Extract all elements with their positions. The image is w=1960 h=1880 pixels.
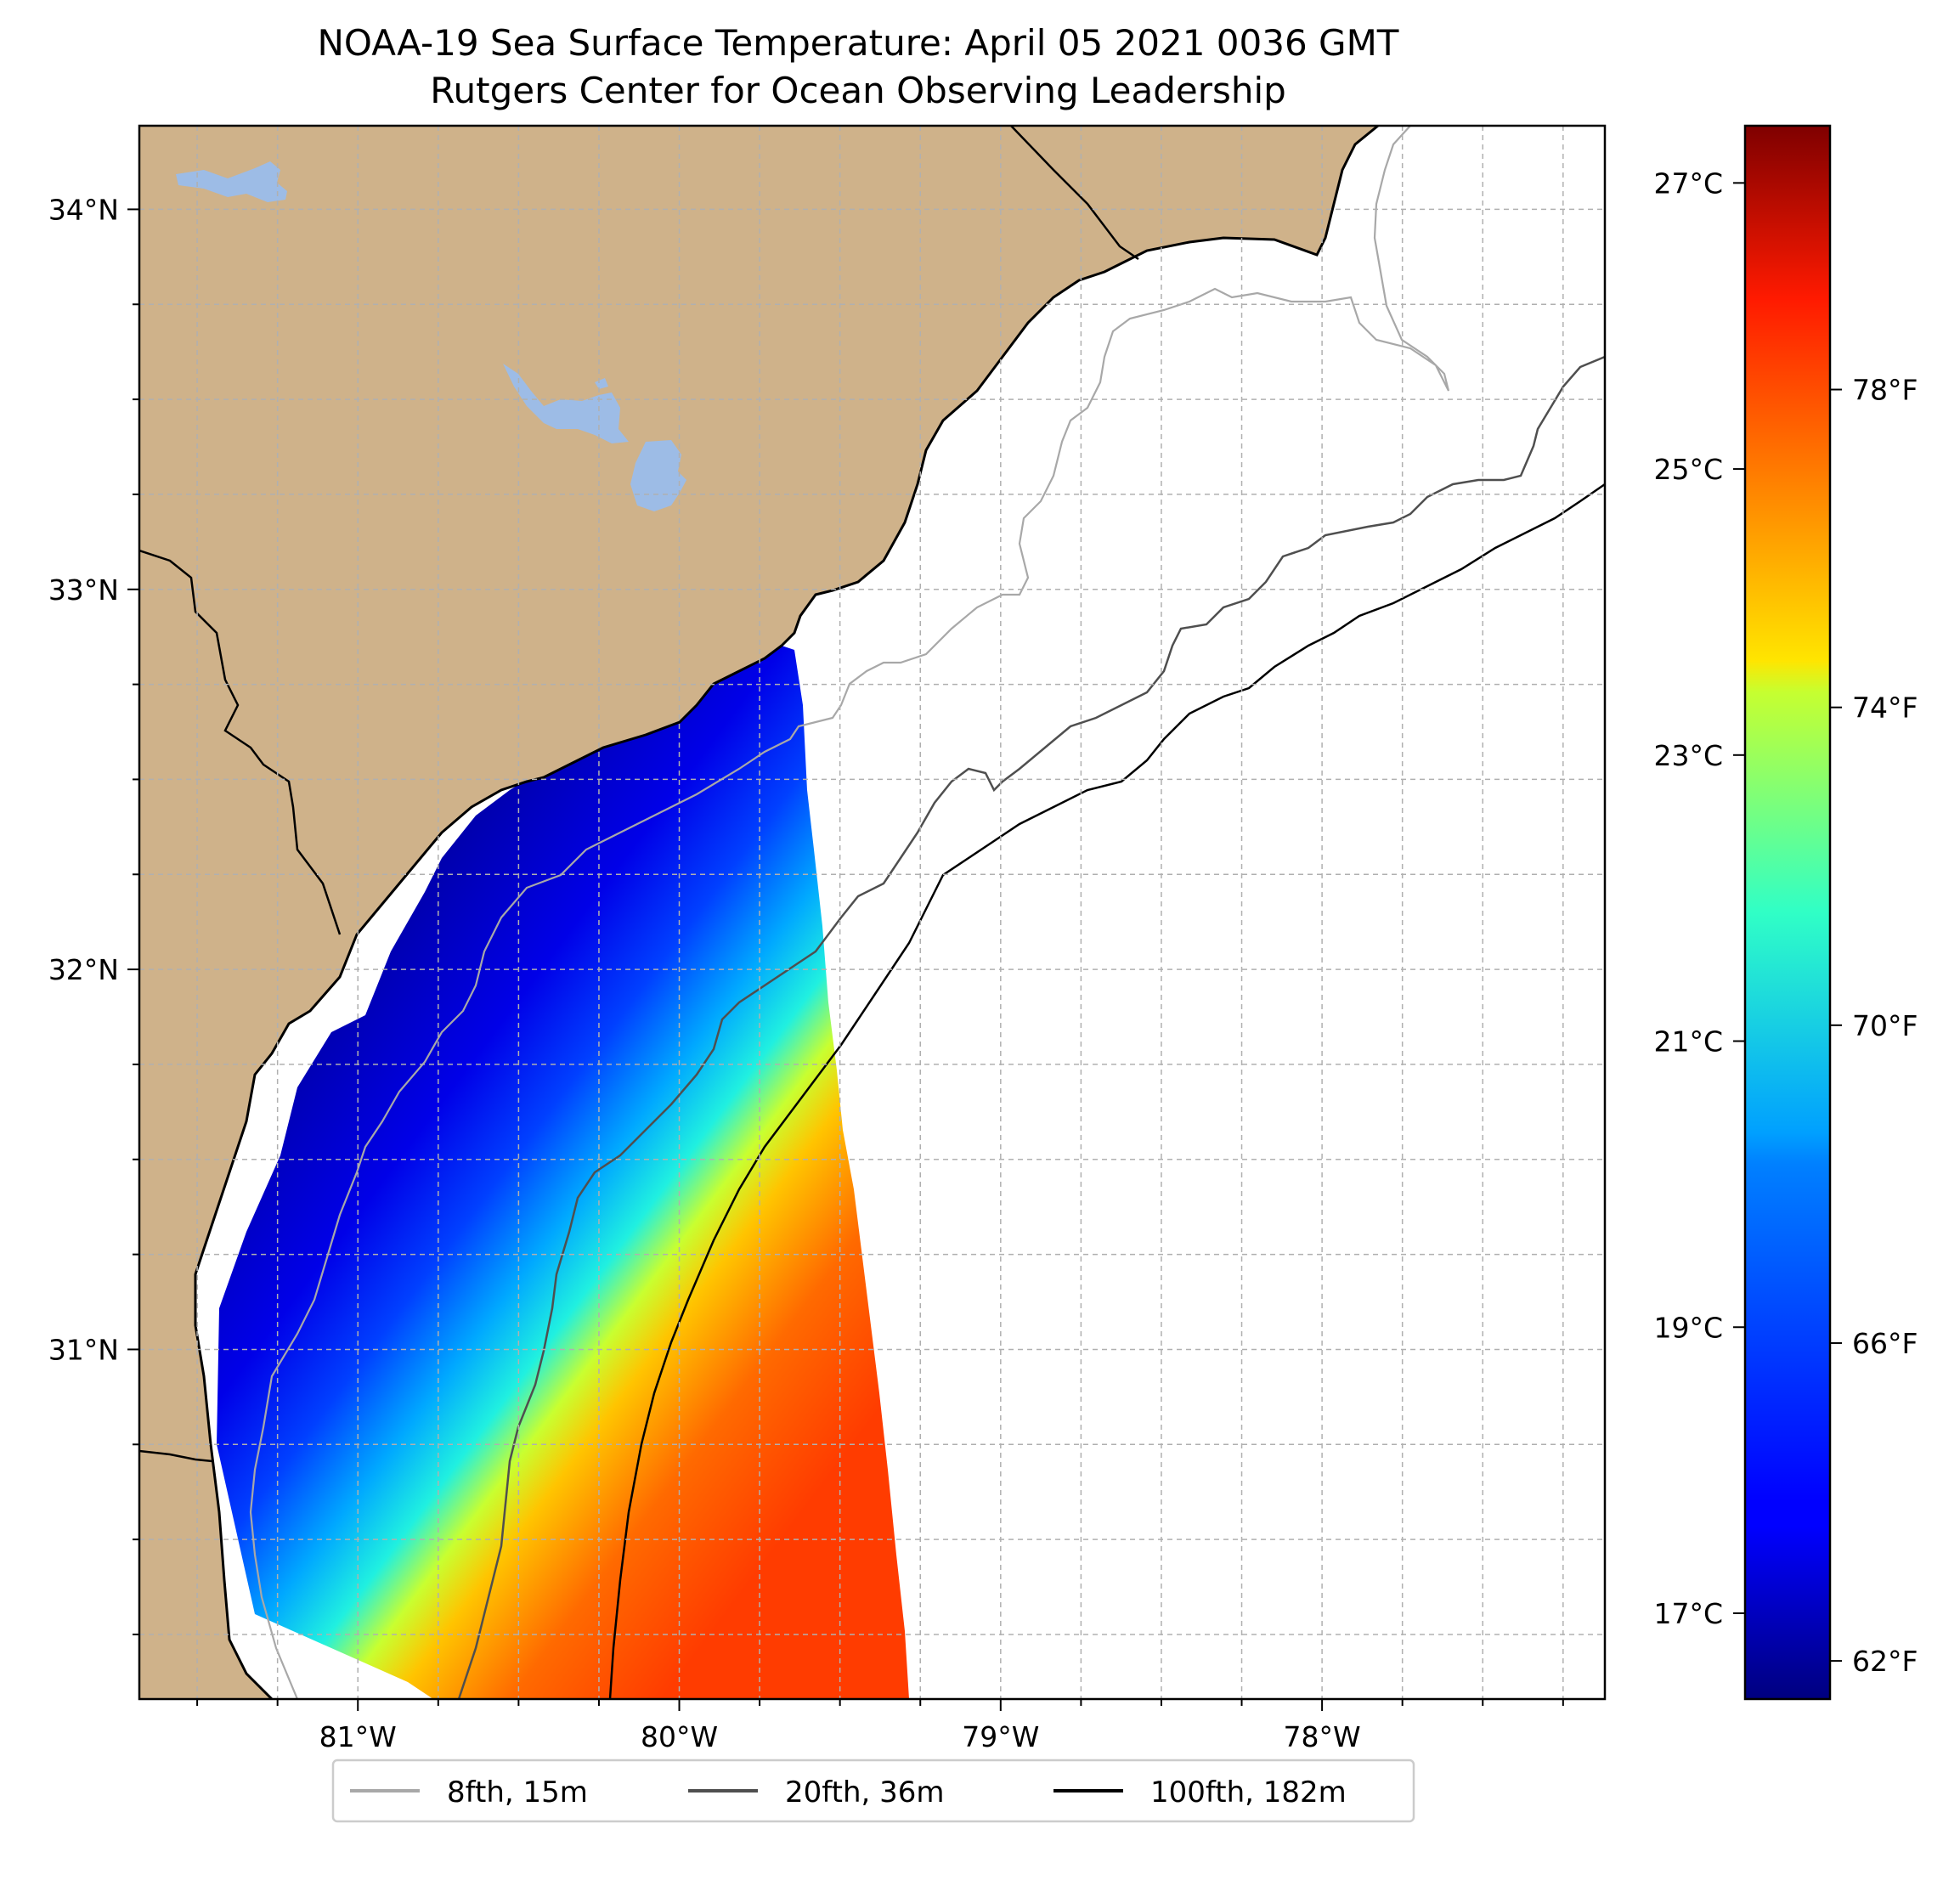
celsius-tick-label: 19°C [1653, 1311, 1723, 1344]
state-border [139, 549, 342, 935]
lat-tick-label: 33°N [48, 573, 119, 607]
celsius-tick-label: 25°C [1653, 453, 1723, 486]
legend-item-20fth: 20fth, 36m [688, 1776, 945, 1809]
fahrenheit-tick-label: 70°F [1852, 1009, 1918, 1042]
land [139, 126, 1378, 1699]
fahrenheit-tick-label: 78°F [1852, 374, 1918, 407]
fahrenheit-tick-label: 66°F [1852, 1327, 1918, 1360]
coastline [194, 126, 1379, 1699]
celsius-tick-label: 21°C [1653, 1025, 1723, 1059]
legend-label-100fth: 100fth, 182m [1150, 1776, 1347, 1809]
sst-swath [217, 646, 909, 1699]
graticule [139, 126, 1605, 1699]
fahrenheit-tick-label: 62°F [1852, 1645, 1918, 1678]
celsius-tick-label: 27°C [1653, 167, 1723, 200]
isobath-20fth-line [457, 355, 1605, 1699]
lon-tick-label: 80°W [641, 1720, 718, 1753]
celsius-tick-label: 17°C [1653, 1597, 1723, 1630]
fahrenheit-tick-label: 74°F [1852, 692, 1918, 725]
lake-marion [176, 161, 287, 202]
lat-tick-label: 32°N [48, 953, 119, 986]
lat-tick-label: 34°N [48, 193, 119, 226]
map-area [139, 126, 1605, 1699]
lat-tick-label: 31°N [48, 1333, 119, 1366]
colorbar [1743, 124, 1832, 1701]
figure-title-line1: NOAA-19 Sea Surface Temperature: April 0… [318, 22, 1399, 64]
small-lake [595, 378, 608, 389]
legend-label-20fth: 20fth, 36m [785, 1776, 945, 1809]
lake-moultrie [503, 364, 629, 443]
colorbar-ticks: 17°C 19°C 21°C 23°C 25°C 27°C 62°F 66°F 70°F 74°F… [1653, 167, 1918, 1678]
legend-item-8fth: 8fth, 15m [350, 1776, 588, 1809]
celsius-tick-label: 23°C [1653, 739, 1723, 772]
state-border-ga-fl [139, 1449, 213, 1463]
legend-box [331, 1759, 1415, 1823]
isobath-100fth-line [608, 483, 1605, 1699]
lon-tick-label: 79°W [962, 1720, 1039, 1753]
figure-title-line2: Rutgers Center for Ocean Observing Leade… [430, 70, 1286, 111]
lon-tick-label: 81°W [319, 1720, 397, 1753]
lake-marion-lower [630, 440, 686, 511]
isobath-8fth-line [249, 126, 1450, 1699]
lon-tick-label: 78°W [1284, 1720, 1361, 1753]
map-axes: 81°W 80°W 79°W 78°W 31°N 32°N 33°N 34°N [48, 193, 1564, 1753]
legend-item-100fth: 100fth, 182m [1053, 1776, 1347, 1809]
map-frame [138, 124, 1607, 1701]
state-border-nc-sc [1010, 126, 1139, 261]
legend-label-8fth: 8fth, 15m [447, 1776, 588, 1809]
